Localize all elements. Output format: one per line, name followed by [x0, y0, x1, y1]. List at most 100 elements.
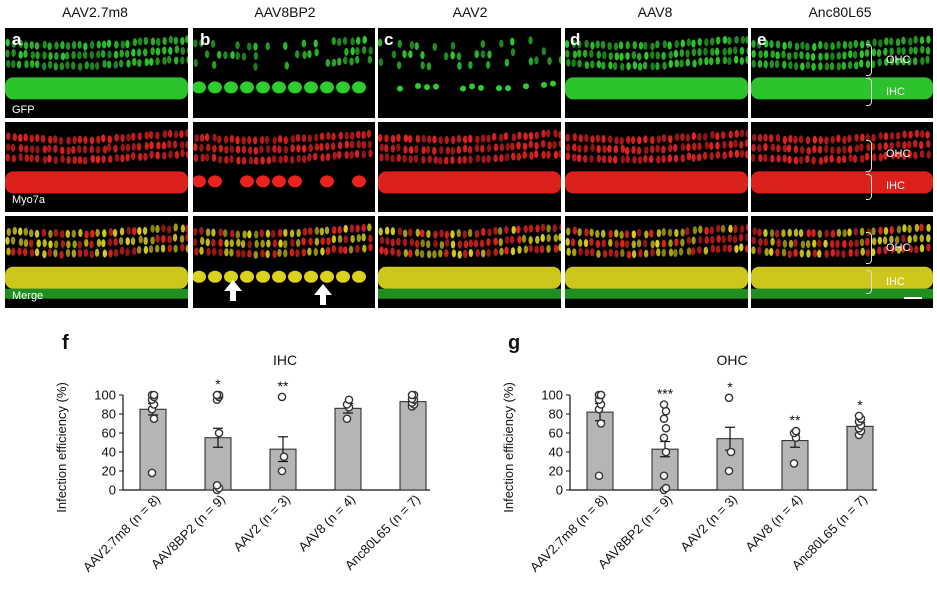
scale-bar [904, 297, 922, 299]
data-point [277, 466, 287, 476]
graph-letter-g: g [508, 332, 521, 354]
column-title-aav2-7m8: AAV2.7m8 [62, 4, 128, 20]
data-point [659, 414, 669, 424]
data-point [661, 423, 671, 433]
x-tick-label: AAV2 (n = 3) [677, 492, 740, 555]
data-point [659, 400, 669, 409]
micrograph-panel [565, 28, 748, 118]
significance-label: ** [278, 378, 289, 394]
micrograph-panel [378, 28, 561, 118]
ohc-bracket-row3 [866, 232, 872, 264]
micrograph-panel [378, 216, 561, 308]
arrow-shaft [320, 295, 326, 305]
y-tick-label: 100 [94, 388, 116, 403]
data-point [596, 419, 606, 428]
y-tick-label: 20 [549, 464, 563, 479]
micrograph-panel [193, 28, 375, 118]
y-tick-label: 40 [549, 445, 563, 460]
y-axis-label: Infection efficiency (%) [501, 382, 516, 513]
micrograph-panel [193, 122, 375, 212]
micrograph-panel [5, 216, 188, 308]
y-tick-label: 100 [541, 388, 563, 403]
ihc-label-row3: IHC [886, 276, 905, 288]
data-point [659, 433, 669, 443]
ihc-bracket-row2 [866, 174, 872, 200]
significance-label: * [857, 397, 863, 413]
micrograph-panel [378, 122, 561, 212]
micrograph-panel [5, 28, 188, 118]
data-point [659, 471, 669, 481]
y-tick-label: 0 [109, 483, 116, 498]
data-point [277, 392, 287, 402]
x-tick-label: AAV8 (n = 4) [295, 492, 358, 555]
column-title-aav8bp2: AAV8BP2 [254, 4, 316, 20]
data-point [212, 480, 222, 490]
data-point [661, 447, 671, 457]
ihc-bracket-row3 [866, 270, 872, 294]
panel-letter-b: b [200, 30, 211, 49]
y-tick-label: 0 [556, 483, 563, 498]
y-tick-label: 60 [549, 426, 563, 441]
ihc-label-row1: IHC [886, 86, 905, 98]
significance-label: * [727, 379, 733, 395]
micrograph-panel [565, 216, 748, 308]
y-tick-label: 40 [102, 445, 116, 460]
data-point [279, 452, 289, 462]
panel-letter-c: c [384, 30, 394, 49]
row-label-gfp: GFP [12, 104, 35, 116]
data-point [596, 390, 606, 400]
micrograph-panel [193, 216, 375, 308]
row-label-myo7a: Myo7a [12, 194, 46, 206]
data-point [212, 390, 222, 400]
data-point [724, 393, 734, 403]
ihc-bracket-row1 [866, 78, 872, 106]
x-tick-label: AAV8 (n = 4) [742, 492, 805, 555]
panel-letter-d: d [570, 30, 581, 49]
y-axis-label: Infection efficiency (%) [54, 382, 69, 513]
micrograph-panel [751, 122, 933, 212]
arrow-up-icon [224, 280, 242, 291]
data-point [726, 447, 736, 457]
bar [399, 401, 427, 491]
column-title-aav8: AAV8 [637, 4, 673, 20]
ohc-label-row3: OHC [886, 242, 911, 254]
micrograph-panel [751, 28, 933, 118]
ohc-bracket-row2 [866, 140, 872, 172]
data-point [407, 390, 417, 400]
arrow-shaft [230, 291, 236, 301]
data-point [149, 414, 159, 424]
chart-title: OHC [716, 352, 747, 368]
data-point [147, 468, 157, 478]
micrograph-panel [751, 216, 933, 308]
y-tick-label: 20 [102, 464, 116, 479]
significance-label: * [215, 376, 221, 392]
data-point [661, 483, 671, 493]
micrograph-panel [565, 122, 748, 212]
significance-label: ** [790, 412, 801, 428]
column-title-anc80l65: Anc80L65 [808, 4, 872, 20]
data-point [724, 466, 734, 476]
chart-ohc: OHC Infection efficiency (%) 0 20 40 60 80 100 A… [501, 352, 877, 575]
data-point [791, 426, 801, 436]
y-tick-label: 80 [102, 407, 116, 422]
ihc-label-row2: IHC [886, 180, 905, 192]
panel-letter-a: a [12, 30, 22, 49]
y-tick-label: 60 [102, 426, 116, 441]
x-tick-label: AAV2 (n = 3) [230, 492, 293, 555]
data-point [149, 390, 159, 400]
arrow-up-icon [314, 284, 332, 295]
graph-letter-f: f [62, 332, 69, 354]
row-label-merge: Merge [12, 290, 44, 302]
ohc-label-row2: OHC [886, 148, 911, 160]
panel-letter-e: e [757, 30, 767, 49]
data-point [594, 471, 604, 481]
data-point [344, 395, 354, 405]
column-title-aav2: AAV2 [452, 4, 488, 20]
bar [781, 440, 809, 491]
significance-label: *** [657, 386, 674, 402]
data-point [342, 414, 352, 424]
micrograph-panel [5, 122, 188, 212]
ohc-label-row1: OHC [886, 54, 911, 66]
chart-ihc: IHC Infection efficiency (%) 0 20 40 60 80 100 A… [54, 352, 430, 575]
ohc-bracket-row1 [866, 44, 872, 76]
